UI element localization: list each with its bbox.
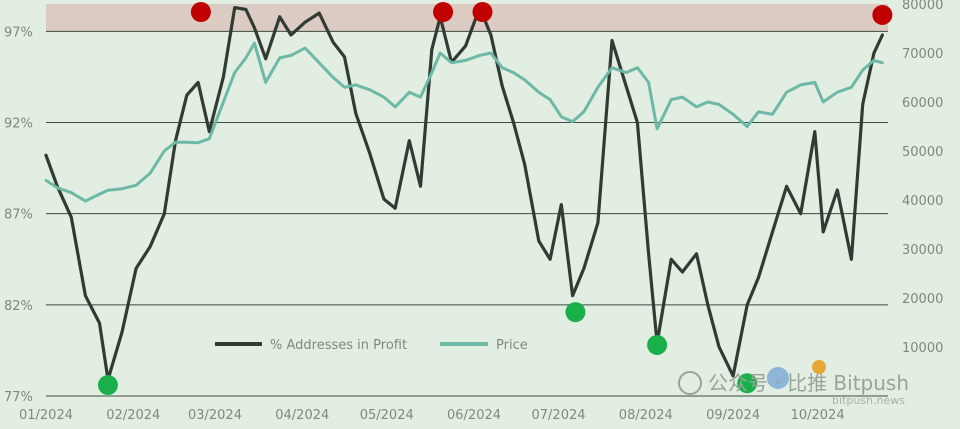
y-left-tick-label: 87% <box>4 208 33 223</box>
x-tick-label: 01/2024 <box>19 408 73 423</box>
peak-marker-0 <box>190 2 211 22</box>
x-tick-label: 06/2024 <box>447 408 501 423</box>
bitpush-bird-icon <box>767 367 789 389</box>
y-right-tick-label: 20000 <box>902 292 943 307</box>
x-tick-label: 05/2024 <box>360 408 414 423</box>
wechat-icon <box>678 371 702 395</box>
y-left-tick-label: 97% <box>4 25 33 40</box>
x-tick-label: 07/2024 <box>532 408 586 423</box>
peak-marker-1 <box>433 2 454 22</box>
series-line-price <box>44 41 884 203</box>
trough-marker-7 <box>737 373 758 394</box>
series-line-profit <box>44 5 885 382</box>
y-left-tick-label: 82% <box>4 299 33 314</box>
x-tick-label: 03/2024 <box>188 408 242 423</box>
watermark-sub: bitpush.news <box>832 394 905 407</box>
x-tick-label: 04/2024 <box>275 408 329 423</box>
y-right-tick-label: 30000 <box>902 243 943 258</box>
legend-label-price: Price <box>496 338 528 353</box>
x-tick-label: 08/2024 <box>619 408 673 423</box>
y-right-tick-label: 80000 <box>902 0 943 13</box>
highlight-band <box>46 4 888 32</box>
trough-marker-4 <box>97 375 118 396</box>
x-tick-label: 10/2024 <box>791 408 845 423</box>
peak-marker-3 <box>872 4 893 25</box>
y-right-tick-label: 50000 <box>902 145 943 160</box>
y-right-tick-label: 60000 <box>902 96 943 111</box>
y-left-tick-label: 92% <box>4 117 33 132</box>
x-tick-label: 02/2024 <box>106 408 160 423</box>
y-right-tick-label: 70000 <box>902 47 943 62</box>
trough-marker-6 <box>647 334 668 355</box>
x-tick-label: 09/2024 <box>706 408 760 423</box>
legend-label-profit: % Addresses in Profit <box>270 338 407 353</box>
watermark-text: 公众号 · 比推 Bitpush <box>708 371 909 395</box>
trough-marker-5 <box>565 302 586 323</box>
watermark: 公众号 · 比推 Bitpush bitpush.news <box>678 360 909 407</box>
y-left-tick-label: 77% <box>4 390 33 405</box>
y-right-tick-label: 40000 <box>902 194 943 209</box>
legend: % Addresses in Profit Price <box>215 338 528 353</box>
y-right-tick-label: 10000 <box>902 341 943 356</box>
peak-marker-2 <box>472 2 493 22</box>
bitcoin-icon <box>812 360 826 374</box>
